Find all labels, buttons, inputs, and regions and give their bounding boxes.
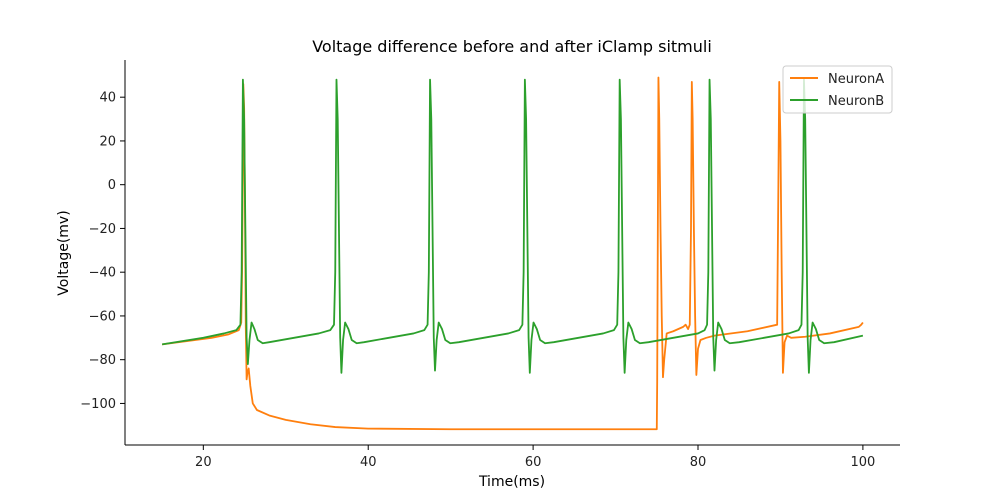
legend-label-neurona: NeuronA — [828, 72, 884, 87]
y-tick-label: 0 — [108, 178, 116, 193]
y-tick-label: −60 — [89, 309, 116, 324]
y-tick-label: 20 — [99, 134, 116, 149]
y-tick-label: −100 — [80, 397, 116, 412]
x-tick-label: 40 — [360, 455, 377, 470]
chart-title: Voltage difference before and after iCla… — [312, 37, 712, 56]
y-tick-label: 40 — [99, 91, 116, 106]
x-axis-label: Time(ms) — [478, 474, 545, 490]
legend: NeuronA NeuronB — [782, 65, 893, 114]
x-tick-label: 80 — [690, 455, 707, 470]
y-tick-label: −40 — [89, 266, 116, 281]
x-tick-label: 20 — [195, 455, 212, 470]
y-tick-label: −80 — [89, 353, 116, 368]
y-axis-label: Voltage(mv) — [56, 210, 72, 295]
y-axis-ticks: −100 −80 −60 −40 −20 0 20 40 — [80, 91, 125, 412]
x-tick-label: 100 — [850, 455, 875, 470]
legend-label-neuronb: NeuronB — [828, 94, 884, 109]
x-axis-ticks: 20 40 60 80 100 — [195, 445, 875, 470]
series-line-neurona — [161, 76, 864, 431]
x-tick-label: 60 — [525, 455, 542, 470]
plot-area — [161, 76, 864, 431]
y-tick-label: −20 — [89, 222, 116, 237]
series-line-neuronb — [161, 78, 864, 374]
